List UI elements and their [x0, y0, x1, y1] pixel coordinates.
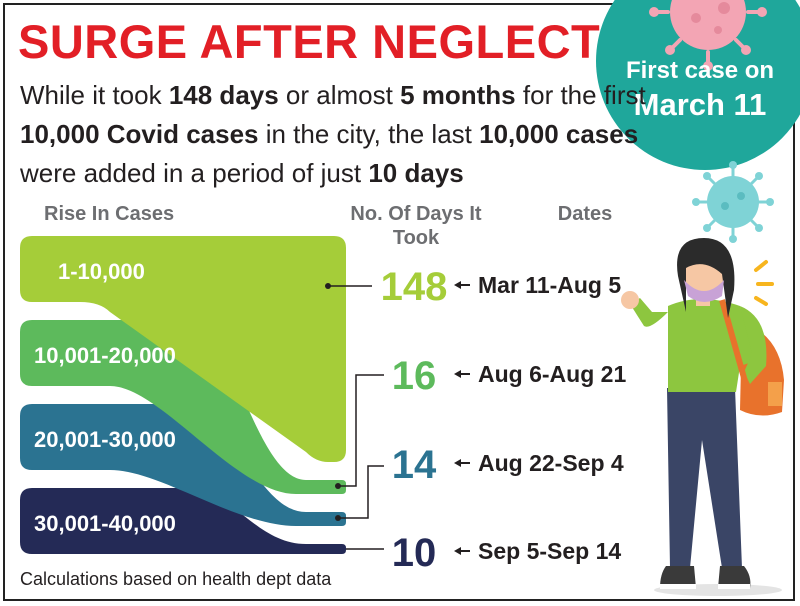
- days-value-2: 16: [392, 354, 437, 398]
- range-label-4: 30,001-40,000: [34, 511, 176, 536]
- range-label-3: 20,001-30,000: [34, 427, 176, 452]
- range-label-2: 10,001-20,000: [34, 343, 176, 368]
- intro-highlight: 10,000 cases: [479, 119, 639, 149]
- connector-line-3: [338, 465, 384, 519]
- range-label-1: 1-10,000: [58, 259, 145, 284]
- arrow-head-2: [454, 370, 461, 378]
- arrow-head-4: [454, 547, 461, 555]
- intro-text: in the city, the last: [258, 119, 480, 149]
- intro-highlight: 10 days: [368, 158, 464, 188]
- date-label-1: Mar 11-Aug 5: [478, 272, 621, 298]
- connector-line-2: [338, 374, 384, 487]
- badge-text: First case on March 11: [600, 56, 800, 124]
- band-1: [20, 236, 346, 462]
- intro-text: While it took: [20, 80, 169, 110]
- footnote: Calculations based on health dept data: [20, 569, 332, 589]
- arrow-head-1: [454, 281, 461, 289]
- virus-icon: [692, 161, 774, 243]
- date-label-4: Sep 5-Sep 14: [478, 538, 621, 564]
- headline: SURGE AFTER NEGLECT: [18, 15, 601, 68]
- intro-highlight: 5 months: [400, 80, 516, 110]
- days-value-3: 14: [392, 443, 437, 487]
- intro-highlight: 10,000 Covid cases: [20, 119, 259, 149]
- badge-line-2: March 11: [633, 87, 767, 122]
- header-days: No. Of Days It Took: [350, 203, 482, 249]
- band-3: [20, 404, 346, 526]
- badge-line-1: First case on: [625, 57, 775, 84]
- date-label-3: Aug 22-Sep 4: [478, 450, 624, 476]
- intro-text: for the first: [515, 80, 646, 110]
- woman-illustration: [621, 238, 784, 596]
- band-2: [20, 320, 346, 494]
- arrow-head-3: [454, 459, 461, 467]
- days-value-4: 10: [392, 531, 437, 575]
- frame-border: [3, 3, 795, 601]
- header-dates: Dates: [557, 203, 613, 225]
- intro-text: or almost: [278, 80, 401, 110]
- band-4: [20, 488, 346, 554]
- intro-paragraph: While it took 148 days or almost 5 month…: [20, 76, 660, 193]
- intro-text: were added in a period of just: [20, 158, 369, 188]
- header-rise-in-cases: Rise In Cases: [44, 203, 175, 225]
- date-label-2: Aug 6-Aug 21: [478, 361, 626, 387]
- virus-icon: [649, 0, 767, 71]
- days-value-1: 148: [381, 265, 448, 309]
- intro-highlight: 148 days: [168, 80, 279, 110]
